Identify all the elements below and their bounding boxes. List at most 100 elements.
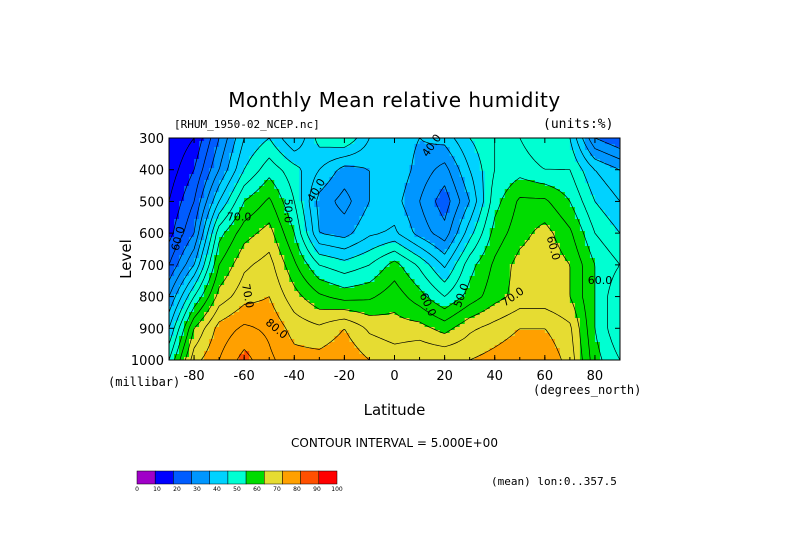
- plot-cell: [359, 210, 366, 214]
- plot-cell: [284, 222, 290, 226]
- plot-cell: [239, 174, 245, 178]
- plot-cell: [319, 222, 325, 226]
- plot-cell: [379, 174, 386, 178]
- plot-cell: [424, 204, 431, 208]
- plot-cell: [344, 210, 350, 214]
- plot-cell: [494, 174, 501, 178]
- plot-cell: [444, 186, 451, 190]
- plot-cell: [604, 180, 611, 184]
- plot-cell: [434, 141, 441, 145]
- plot-cell: [529, 150, 536, 154]
- plot-cell: [374, 195, 381, 199]
- plot-cell: [599, 225, 606, 229]
- plot-cell: [464, 183, 471, 187]
- plot-cell: [259, 171, 265, 175]
- plot-cell: [509, 138, 516, 142]
- plot-cell: [444, 216, 451, 220]
- plot-cell: [514, 210, 521, 214]
- plot-cell: [169, 162, 175, 166]
- plot-cell: [584, 150, 591, 154]
- plot-cell: [184, 165, 190, 169]
- plot-cell: [594, 222, 601, 226]
- plot-cell: [369, 165, 376, 169]
- plot-cell: [499, 177, 506, 181]
- plot-cell: [604, 201, 611, 205]
- plot-cell: [459, 186, 466, 190]
- plot-cell: [404, 204, 411, 208]
- plot-cell: [189, 159, 195, 163]
- plot-cell: [389, 216, 396, 220]
- plot-cell: [229, 228, 235, 232]
- plot-cell: [504, 195, 511, 199]
- plot-cell: [289, 222, 295, 226]
- plot-cell: [399, 138, 406, 142]
- plot-cell: [319, 186, 325, 190]
- plot-cell: [494, 195, 501, 199]
- plot-cell: [394, 162, 401, 166]
- plot-cell: [284, 168, 290, 172]
- plot-cell: [274, 195, 280, 199]
- plot-cell: [309, 147, 315, 151]
- plot-cell: [309, 174, 315, 178]
- plot-cell: [429, 162, 436, 166]
- plot-cell: [234, 150, 240, 154]
- plot-cell: [429, 165, 436, 169]
- plot-cell: [344, 141, 350, 145]
- plot-cell: [229, 159, 235, 163]
- plot-cell: [449, 138, 456, 142]
- plot-cell: [184, 225, 190, 229]
- plot-cell: [509, 141, 516, 145]
- plot-cell: [554, 225, 561, 229]
- plot-cell: [474, 207, 481, 211]
- plot-cell: [334, 171, 340, 175]
- plot-cell: [574, 162, 581, 166]
- plot-cell: [569, 177, 576, 181]
- plot-cell: [559, 216, 566, 220]
- plot-cell: [519, 171, 526, 175]
- plot-cell: [609, 192, 616, 196]
- plot-cell: [314, 186, 320, 190]
- plot-cell: [189, 219, 195, 223]
- plot-cell: [444, 153, 451, 157]
- plot-cell: [204, 201, 210, 205]
- plot-cell: [564, 204, 571, 208]
- plot-cell: [254, 138, 260, 142]
- plot-cell: [519, 213, 526, 217]
- plot-cell: [224, 216, 230, 220]
- plot-cell: [169, 204, 175, 208]
- plot-cell: [264, 228, 270, 232]
- plot-cell: [324, 168, 330, 172]
- plot-cell: [499, 162, 506, 166]
- plot-cell: [574, 159, 581, 163]
- plot-cell: [424, 162, 431, 166]
- plot-cell: [184, 195, 190, 199]
- plot-cell: [584, 198, 591, 202]
- plot-cell: [294, 168, 300, 172]
- plot-cell: [189, 162, 195, 166]
- plot-cell: [589, 141, 596, 145]
- plot-cell: [194, 165, 200, 169]
- plot-cell: [574, 153, 581, 157]
- plot-cell: [209, 177, 215, 181]
- plot-cell: [534, 216, 541, 220]
- plot-cell: [549, 138, 556, 142]
- plot-cell: [169, 153, 175, 157]
- plot-cell: [169, 174, 175, 178]
- plot-cell: [509, 162, 516, 166]
- plot-cell: [289, 153, 295, 157]
- plot-cell: [444, 219, 451, 223]
- plot-cell: [499, 189, 506, 193]
- plot-cell: [419, 144, 426, 148]
- plot-cell: [234, 195, 240, 199]
- plot-cell: [589, 204, 596, 208]
- plot-cell: [579, 162, 586, 166]
- plot-cell: [329, 216, 335, 220]
- plot-cell: [194, 147, 200, 151]
- plot-cell: [189, 207, 195, 211]
- plot-cell: [339, 156, 345, 160]
- plot-cell: [389, 186, 396, 190]
- plot-cell: [539, 225, 546, 229]
- plot-cell: [479, 156, 486, 160]
- plot-cell: [544, 153, 551, 157]
- plot-cell: [439, 144, 446, 148]
